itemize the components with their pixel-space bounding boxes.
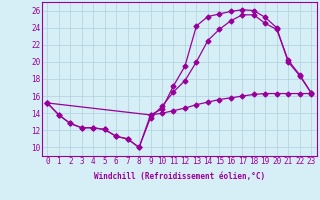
X-axis label: Windchill (Refroidissement éolien,°C): Windchill (Refroidissement éolien,°C) (94, 172, 265, 181)
